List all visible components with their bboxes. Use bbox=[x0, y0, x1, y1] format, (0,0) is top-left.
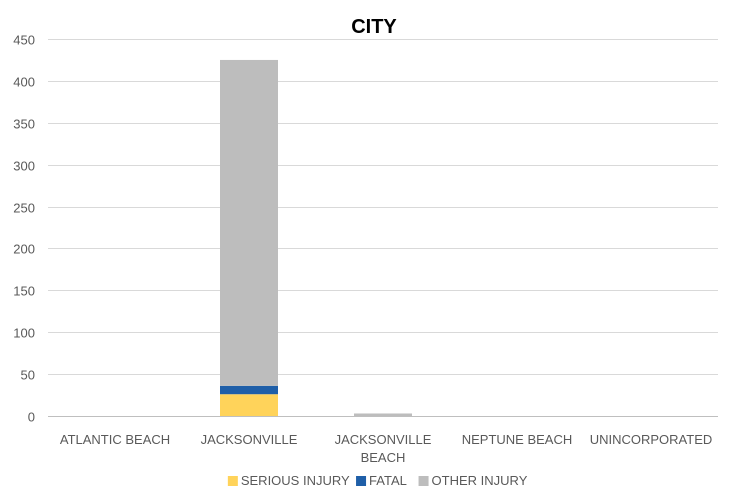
chart-title: CITY bbox=[351, 16, 397, 38]
y-axis: 0 50 100 150 200 250 300 350 400 450 bbox=[13, 33, 35, 425]
y-tick-label: 450 bbox=[13, 33, 35, 48]
y-tick-label: 200 bbox=[13, 242, 35, 257]
legend-swatch bbox=[227, 476, 238, 486]
legend-swatch bbox=[418, 476, 429, 486]
gridlines bbox=[48, 39, 718, 417]
y-tick-label: 50 bbox=[21, 368, 35, 383]
bars bbox=[220, 59, 412, 416]
x-axis: ATLANTIC BEACH JACKSONVILLE JACKSONVILLE BE… bbox=[60, 432, 712, 465]
bar-segment bbox=[354, 413, 412, 416]
x-tick-label: BEACH bbox=[361, 450, 406, 465]
y-tick-label: 100 bbox=[13, 326, 35, 341]
y-tick-label: 400 bbox=[13, 75, 35, 90]
legend-label: FATAL bbox=[369, 473, 407, 488]
legend-label: OTHER INJURY bbox=[432, 473, 528, 488]
legend: SERIOUS INJURY FATAL OTHER INJURY bbox=[227, 473, 528, 488]
y-tick-label: 250 bbox=[13, 201, 35, 216]
y-tick-label: 350 bbox=[13, 117, 35, 132]
x-tick-label: UNINCORPORATED bbox=[590, 432, 713, 447]
y-tick-label: 0 bbox=[28, 410, 35, 425]
bar-segment bbox=[220, 59, 278, 386]
legend-swatch bbox=[356, 476, 367, 486]
bar-segment bbox=[220, 394, 278, 416]
bar-segment bbox=[220, 385, 278, 395]
x-tick-label: ATLANTIC BEACH bbox=[60, 432, 170, 447]
y-tick-label: 150 bbox=[13, 284, 35, 299]
y-tick-label: 300 bbox=[13, 159, 35, 174]
legend-label: SERIOUS INJURY bbox=[241, 473, 350, 488]
x-tick-label: NEPTUNE BEACH bbox=[462, 432, 573, 447]
x-tick-label: JACKSONVILLE bbox=[201, 432, 298, 447]
x-tick-label: JACKSONVILLE bbox=[335, 432, 432, 447]
